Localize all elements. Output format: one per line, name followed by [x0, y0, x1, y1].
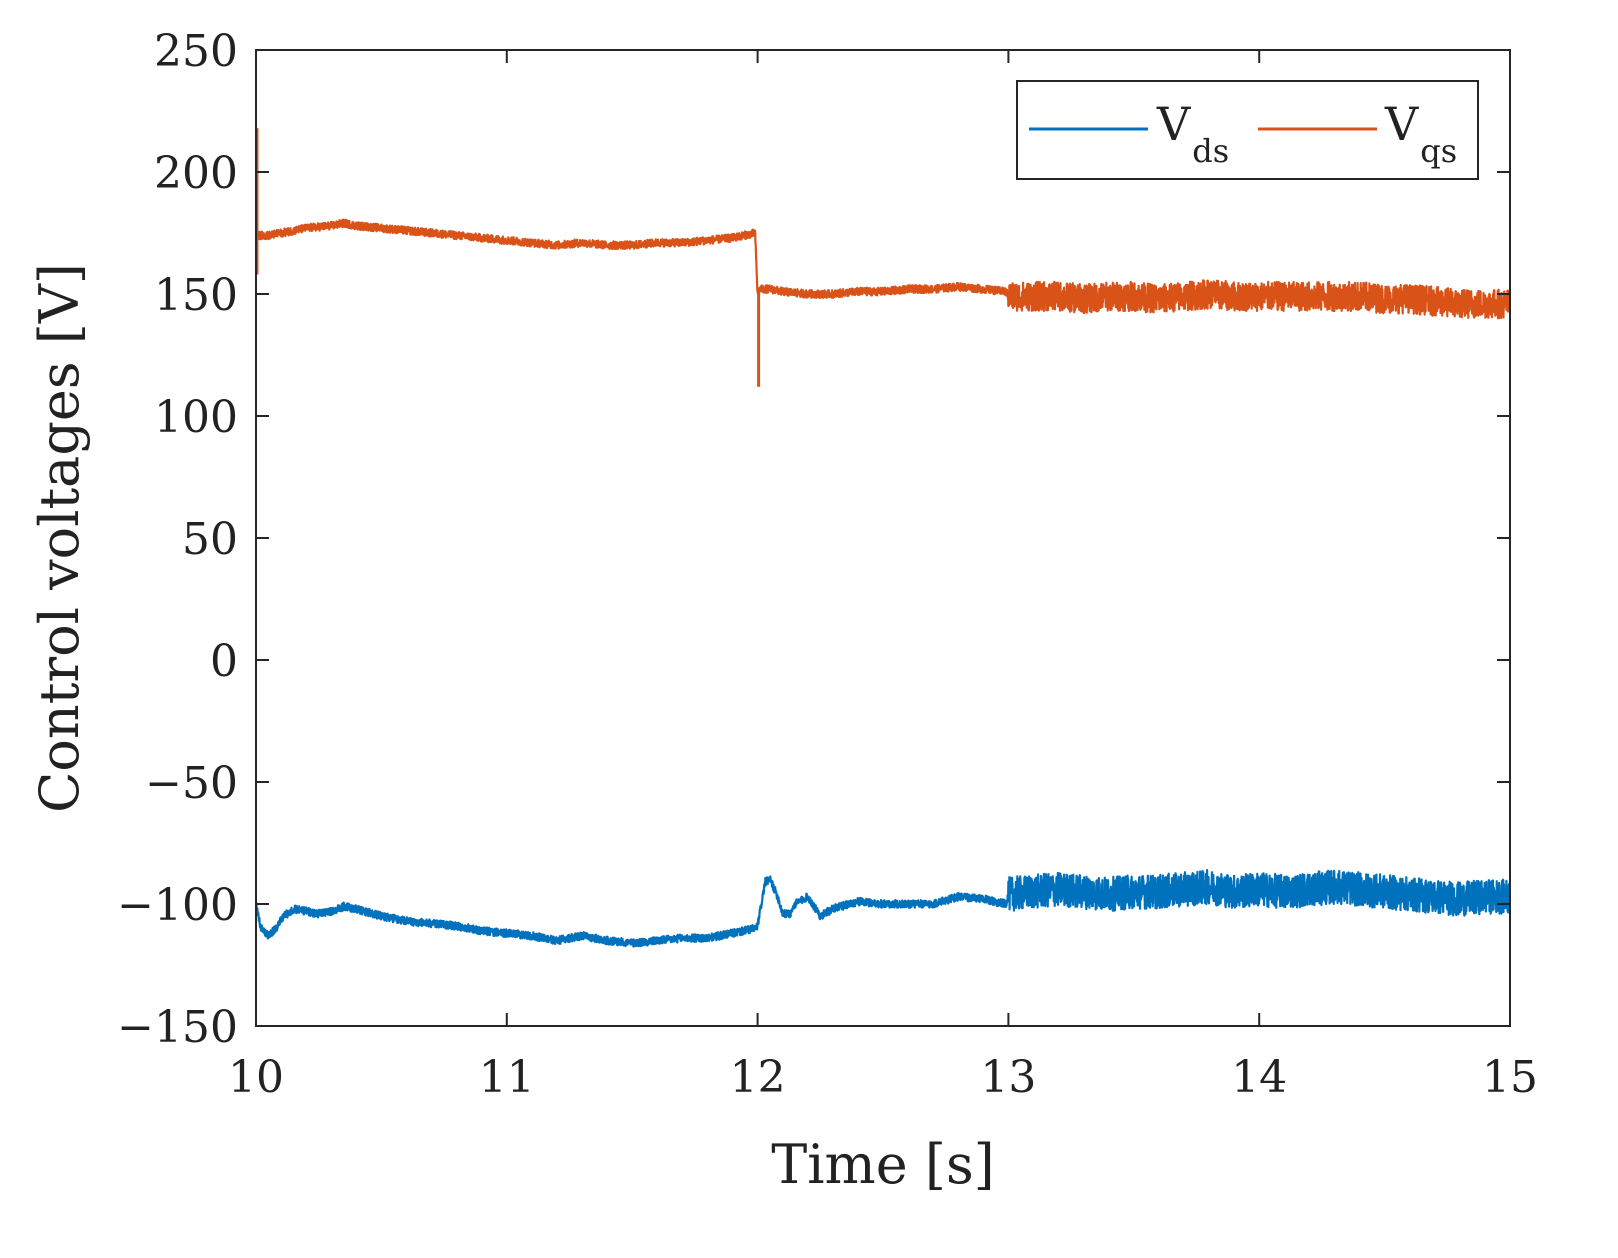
legend-label-vqs-sub: qs: [1420, 132, 1457, 170]
x-tick-label: 15: [1482, 1052, 1538, 1103]
x-tick-label: 13: [980, 1052, 1036, 1103]
legend-label-vds-sub: ds: [1192, 132, 1229, 170]
ticks-layer: 10 11 12 13 14 15 −150 −100 −50 0 50 100 150 200 250: [117, 26, 1538, 1103]
plot-area: 10 11 12 13 14 15 −150 −100 −50 0 50 100 150 200 250: [117, 26, 1538, 1103]
y-tick-label: 200: [154, 148, 238, 199]
legend-label-vds: Vds: [1156, 97, 1229, 170]
y-tick-label: 250: [154, 26, 238, 77]
x-tick-label: 14: [1231, 1052, 1287, 1103]
legend: Vds Vqs: [1016, 80, 1479, 180]
legend-label-vqs: Vqs: [1384, 97, 1457, 170]
legend-label-vqs-main: V: [1384, 97, 1419, 151]
y-tick-label: 0: [210, 636, 238, 687]
x-axis-title: Time [s]: [771, 1133, 994, 1196]
y-axis-title: Control voltages [V]: [28, 263, 91, 813]
y-tick-label: −150: [117, 1002, 238, 1053]
x-tick-label: 12: [730, 1052, 786, 1103]
axes-background: [256, 50, 1510, 1026]
y-tick-label: 100: [154, 392, 238, 443]
legend-label-vds-main: V: [1156, 97, 1191, 151]
x-tick-label: 11: [479, 1052, 535, 1103]
y-tick-label: −100: [117, 880, 238, 931]
series-line-vqs: [256, 218, 1510, 320]
series-line-vds: [256, 869, 1510, 948]
y-tick-label: 50: [182, 514, 238, 565]
y-tick-label: 150: [154, 270, 238, 321]
series-v-ds: [256, 869, 1510, 948]
x-tick-label: 10: [228, 1052, 284, 1103]
y-tick-label: −50: [145, 758, 238, 809]
